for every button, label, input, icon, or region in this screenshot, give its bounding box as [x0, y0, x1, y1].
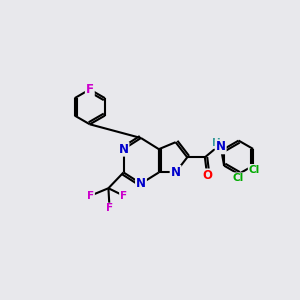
- Text: N: N: [118, 143, 128, 156]
- Text: H: H: [212, 138, 220, 148]
- Text: N: N: [136, 177, 146, 190]
- Text: O: O: [202, 169, 212, 182]
- Text: F: F: [86, 83, 94, 96]
- Text: F: F: [106, 203, 113, 214]
- Text: Cl: Cl: [233, 173, 244, 183]
- Text: Cl: Cl: [249, 165, 260, 175]
- Text: N: N: [216, 140, 226, 153]
- Text: F: F: [120, 191, 127, 201]
- Text: F: F: [87, 191, 94, 201]
- Text: N: N: [171, 166, 181, 179]
